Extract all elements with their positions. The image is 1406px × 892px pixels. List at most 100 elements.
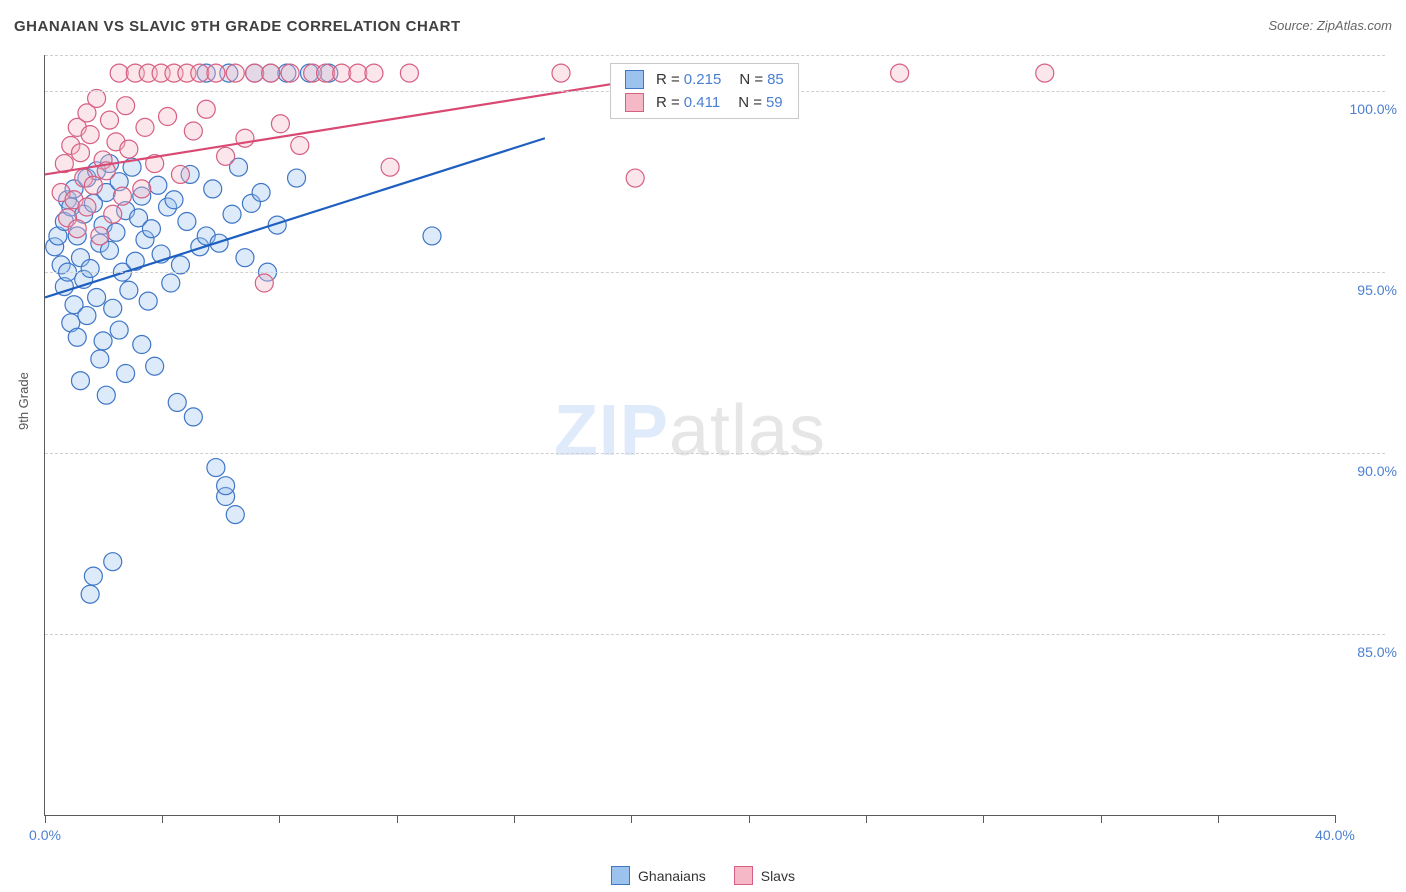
x-tick (397, 815, 398, 823)
data-point-slavs (136, 118, 154, 136)
stats-row-slavs: R =0.411N =59 (611, 91, 798, 114)
data-point-slavs (78, 198, 96, 216)
data-point-ghanaians (142, 220, 160, 238)
data-point-ghanaians (236, 249, 254, 267)
data-point-ghanaians (139, 292, 157, 310)
data-point-slavs (281, 64, 299, 82)
correlation-stats-box: R =0.215N =85R =0.411N =59 (610, 63, 799, 119)
data-point-slavs (626, 169, 644, 187)
x-tick (866, 815, 867, 823)
legend-item-slavs: Slavs (734, 866, 795, 885)
stats-row-ghanaians: R =0.215N =85 (611, 68, 798, 91)
data-point-ghanaians (97, 386, 115, 404)
data-point-slavs (262, 64, 280, 82)
x-tick-label: 40.0% (1315, 827, 1355, 843)
data-point-slavs (207, 64, 225, 82)
data-layer (45, 55, 1335, 815)
data-point-slavs (133, 180, 151, 198)
data-point-slavs (552, 64, 570, 82)
data-point-ghanaians (120, 281, 138, 299)
data-point-slavs (349, 64, 367, 82)
data-point-ghanaians (165, 191, 183, 209)
data-point-ghanaians (423, 227, 441, 245)
x-tick (1335, 815, 1336, 823)
x-tick (631, 815, 632, 823)
data-point-slavs (171, 165, 189, 183)
data-point-ghanaians (81, 260, 99, 278)
data-point-slavs (71, 144, 89, 162)
x-tick (162, 815, 163, 823)
data-point-slavs (197, 100, 215, 118)
data-point-slavs (246, 64, 264, 82)
data-point-ghanaians (223, 205, 241, 223)
swatch-slavs (734, 866, 753, 885)
x-tick (983, 815, 984, 823)
scatter-plot: ZIPatlas 85.0%90.0%95.0%100.0% 0.0%40.0%… (44, 55, 1335, 816)
trend-line-slavs (45, 80, 635, 174)
data-point-slavs (84, 176, 102, 194)
data-point-ghanaians (81, 585, 99, 603)
y-axis-title: 9th Grade (16, 372, 31, 430)
data-point-ghanaians (107, 223, 125, 241)
data-point-ghanaians (207, 459, 225, 477)
data-point-slavs (291, 136, 309, 154)
swatch-ghanaians (611, 866, 630, 885)
x-tick (45, 815, 46, 823)
data-point-slavs (217, 147, 235, 165)
data-point-slavs (159, 108, 177, 126)
legend: Ghanaians Slavs (0, 866, 1406, 888)
data-point-slavs (1036, 64, 1054, 82)
data-point-slavs (317, 64, 335, 82)
data-point-ghanaians (184, 408, 202, 426)
data-point-ghanaians (146, 357, 164, 375)
data-point-slavs (104, 205, 122, 223)
data-point-slavs (117, 97, 135, 115)
y-tick-label: 90.0% (1357, 463, 1397, 479)
y-tick-label: 100.0% (1350, 101, 1397, 117)
data-point-slavs (400, 64, 418, 82)
data-point-ghanaians (94, 332, 112, 350)
data-point-slavs (184, 122, 202, 140)
data-point-slavs (381, 158, 399, 176)
x-tick-label: 0.0% (29, 827, 61, 843)
gridline (45, 272, 1385, 273)
data-point-slavs (191, 64, 209, 82)
data-point-slavs (68, 220, 86, 238)
data-point-ghanaians (91, 350, 109, 368)
data-point-slavs (81, 126, 99, 144)
data-point-ghanaians (88, 288, 106, 306)
data-point-ghanaians (104, 553, 122, 571)
data-point-ghanaians (71, 372, 89, 390)
data-point-ghanaians (217, 477, 235, 495)
data-point-slavs (255, 274, 273, 292)
data-point-slavs (365, 64, 383, 82)
data-point-ghanaians (252, 184, 270, 202)
data-point-ghanaians (204, 180, 222, 198)
data-point-ghanaians (178, 212, 196, 230)
data-point-ghanaians (162, 274, 180, 292)
x-tick (279, 815, 280, 823)
data-point-ghanaians (78, 307, 96, 325)
data-point-ghanaians (84, 567, 102, 585)
x-tick (749, 815, 750, 823)
x-tick (1101, 815, 1102, 823)
gridline (45, 634, 1385, 635)
gridline (45, 453, 1385, 454)
source-credit: Source: ZipAtlas.com (1268, 18, 1392, 33)
data-point-ghanaians (68, 328, 86, 346)
data-point-slavs (333, 64, 351, 82)
gridline (45, 55, 1385, 56)
y-tick-label: 95.0% (1357, 282, 1397, 298)
y-tick-label: 85.0% (1357, 644, 1397, 660)
legend-item-ghanaians: Ghanaians (611, 866, 706, 885)
data-point-ghanaians (149, 176, 167, 194)
data-point-slavs (891, 64, 909, 82)
data-point-slavs (226, 64, 244, 82)
data-point-ghanaians (133, 336, 151, 354)
data-point-slavs (110, 64, 128, 82)
data-point-ghanaians (168, 393, 186, 411)
data-point-ghanaians (104, 299, 122, 317)
x-tick (1218, 815, 1219, 823)
x-tick (514, 815, 515, 823)
data-point-slavs (91, 227, 109, 245)
